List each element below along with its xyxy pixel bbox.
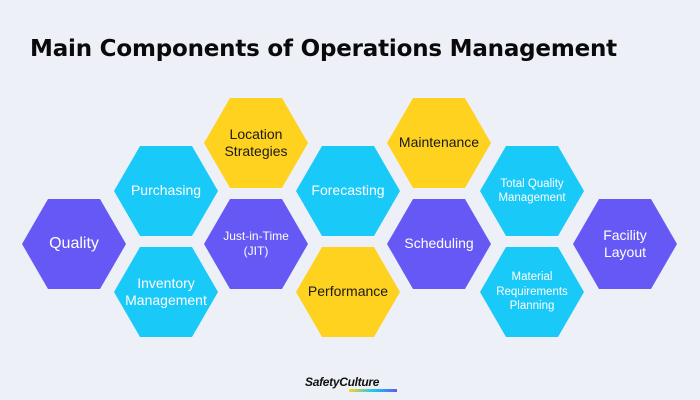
hex-label: Total Quality Management xyxy=(498,177,566,204)
hex-scheduling: Scheduling xyxy=(387,199,491,289)
hex-performance: Performance xyxy=(296,247,400,337)
hex-forecasting: Forecasting xyxy=(296,146,400,236)
hex-label: Facility Layout xyxy=(603,226,647,261)
safetyculture-logo: SafetyCulture xyxy=(305,375,397,392)
logo-underline xyxy=(349,389,397,392)
hex-inventory-management: Inventory Management xyxy=(114,247,218,337)
hex-label: Purchasing xyxy=(130,182,202,199)
hex-label: Just-in-Time (JIT) xyxy=(223,229,289,258)
hex-label: Forecasting xyxy=(311,182,385,199)
logo-text: SafetyCulture xyxy=(305,375,380,389)
hex-location-strategies: Location Strategies xyxy=(204,98,308,188)
hex-quality: Quality xyxy=(22,199,126,289)
hex-purchasing: Purchasing xyxy=(114,146,218,236)
hex-material-requirements-planning: Material Requirements Planning xyxy=(480,247,584,337)
hex-just-in-time: Just-in-Time (JIT) xyxy=(204,199,308,289)
hex-label: Quality xyxy=(49,235,99,252)
hex-label: Location Strategies xyxy=(224,125,288,160)
hex-label: Material Requirements Planning xyxy=(496,271,568,313)
hex-label: Performance xyxy=(307,283,389,300)
hex-facility-layout: Facility Layout xyxy=(573,199,677,289)
hex-label: Inventory Management xyxy=(125,274,207,309)
page-title: Main Components of Operations Management xyxy=(30,36,617,62)
hex-total-quality-management: Total Quality Management xyxy=(480,146,584,236)
hex-maintenance: Maintenance xyxy=(387,98,491,188)
hex-label: Maintenance xyxy=(398,134,480,151)
hex-label: Scheduling xyxy=(404,235,474,252)
